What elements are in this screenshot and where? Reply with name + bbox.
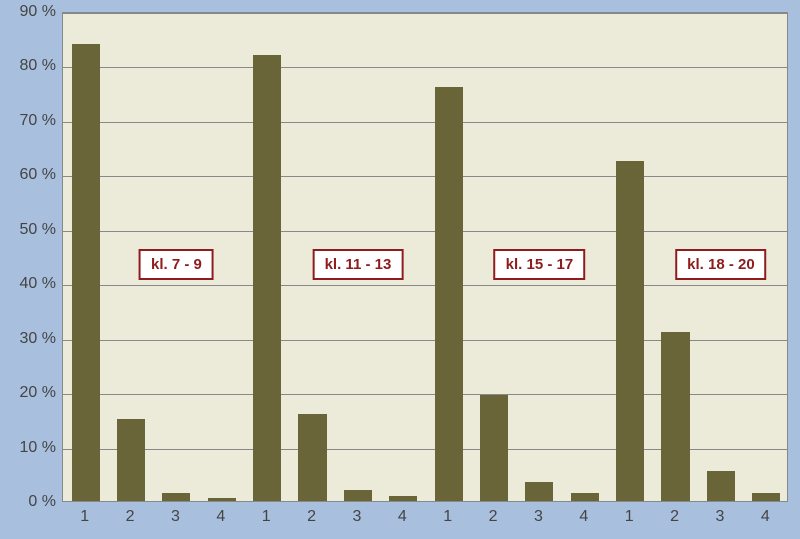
y-tick-label: 60 % xyxy=(6,166,56,184)
bar xyxy=(752,493,780,501)
bar xyxy=(525,482,553,501)
bar xyxy=(389,496,417,501)
gridline xyxy=(63,285,787,286)
y-tick-label: 0 % xyxy=(6,493,56,511)
x-tick-label: 1 xyxy=(443,508,452,526)
bar xyxy=(571,493,599,501)
x-tick-label: 3 xyxy=(171,508,180,526)
x-tick-label: 4 xyxy=(761,508,770,526)
group-label: kl. 11 - 13 xyxy=(313,249,404,280)
y-tick-label: 50 % xyxy=(6,221,56,239)
gridline xyxy=(63,176,787,177)
x-tick-label: 3 xyxy=(715,508,724,526)
bar xyxy=(616,161,644,501)
y-tick-label: 70 % xyxy=(6,112,56,130)
bar xyxy=(435,87,463,501)
gridline xyxy=(63,231,787,232)
chart-container: kl. 7 - 9 kl. 11 - 13 kl. 15 - 17 kl. 18 - … xyxy=(0,0,800,539)
bar xyxy=(253,55,281,501)
x-tick-label: 2 xyxy=(307,508,316,526)
gridline xyxy=(63,13,787,14)
plot-area: kl. 7 - 9 kl. 11 - 13 kl. 15 - 17 kl. 18 - … xyxy=(62,12,788,502)
x-tick-label: 2 xyxy=(670,508,679,526)
gridline xyxy=(63,122,787,123)
x-tick-label: 1 xyxy=(625,508,634,526)
x-tick-label: 3 xyxy=(352,508,361,526)
bar xyxy=(208,498,236,501)
y-tick-label: 40 % xyxy=(6,275,56,293)
y-tick-label: 10 % xyxy=(6,439,56,457)
x-tick-label: 4 xyxy=(216,508,225,526)
bar xyxy=(344,490,372,501)
bar xyxy=(298,414,326,501)
y-tick-label: 80 % xyxy=(6,57,56,75)
bar xyxy=(72,44,100,501)
group-label: kl. 7 - 9 xyxy=(139,249,214,280)
y-tick-label: 30 % xyxy=(6,330,56,348)
x-tick-label: 2 xyxy=(489,508,498,526)
y-tick-label: 90 % xyxy=(6,3,56,21)
gridline xyxy=(63,67,787,68)
bar xyxy=(117,419,145,501)
y-tick-label: 20 % xyxy=(6,384,56,402)
x-tick-label: 2 xyxy=(126,508,135,526)
x-tick-label: 4 xyxy=(579,508,588,526)
group-label: kl. 15 - 17 xyxy=(494,249,586,280)
group-label: kl. 18 - 20 xyxy=(675,249,767,280)
bar xyxy=(162,493,190,501)
x-tick-label: 3 xyxy=(534,508,543,526)
x-tick-label: 4 xyxy=(398,508,407,526)
x-tick-label: 1 xyxy=(80,508,89,526)
x-tick-label: 1 xyxy=(262,508,271,526)
bar xyxy=(707,471,735,501)
bar xyxy=(480,395,508,501)
bar xyxy=(661,332,689,501)
